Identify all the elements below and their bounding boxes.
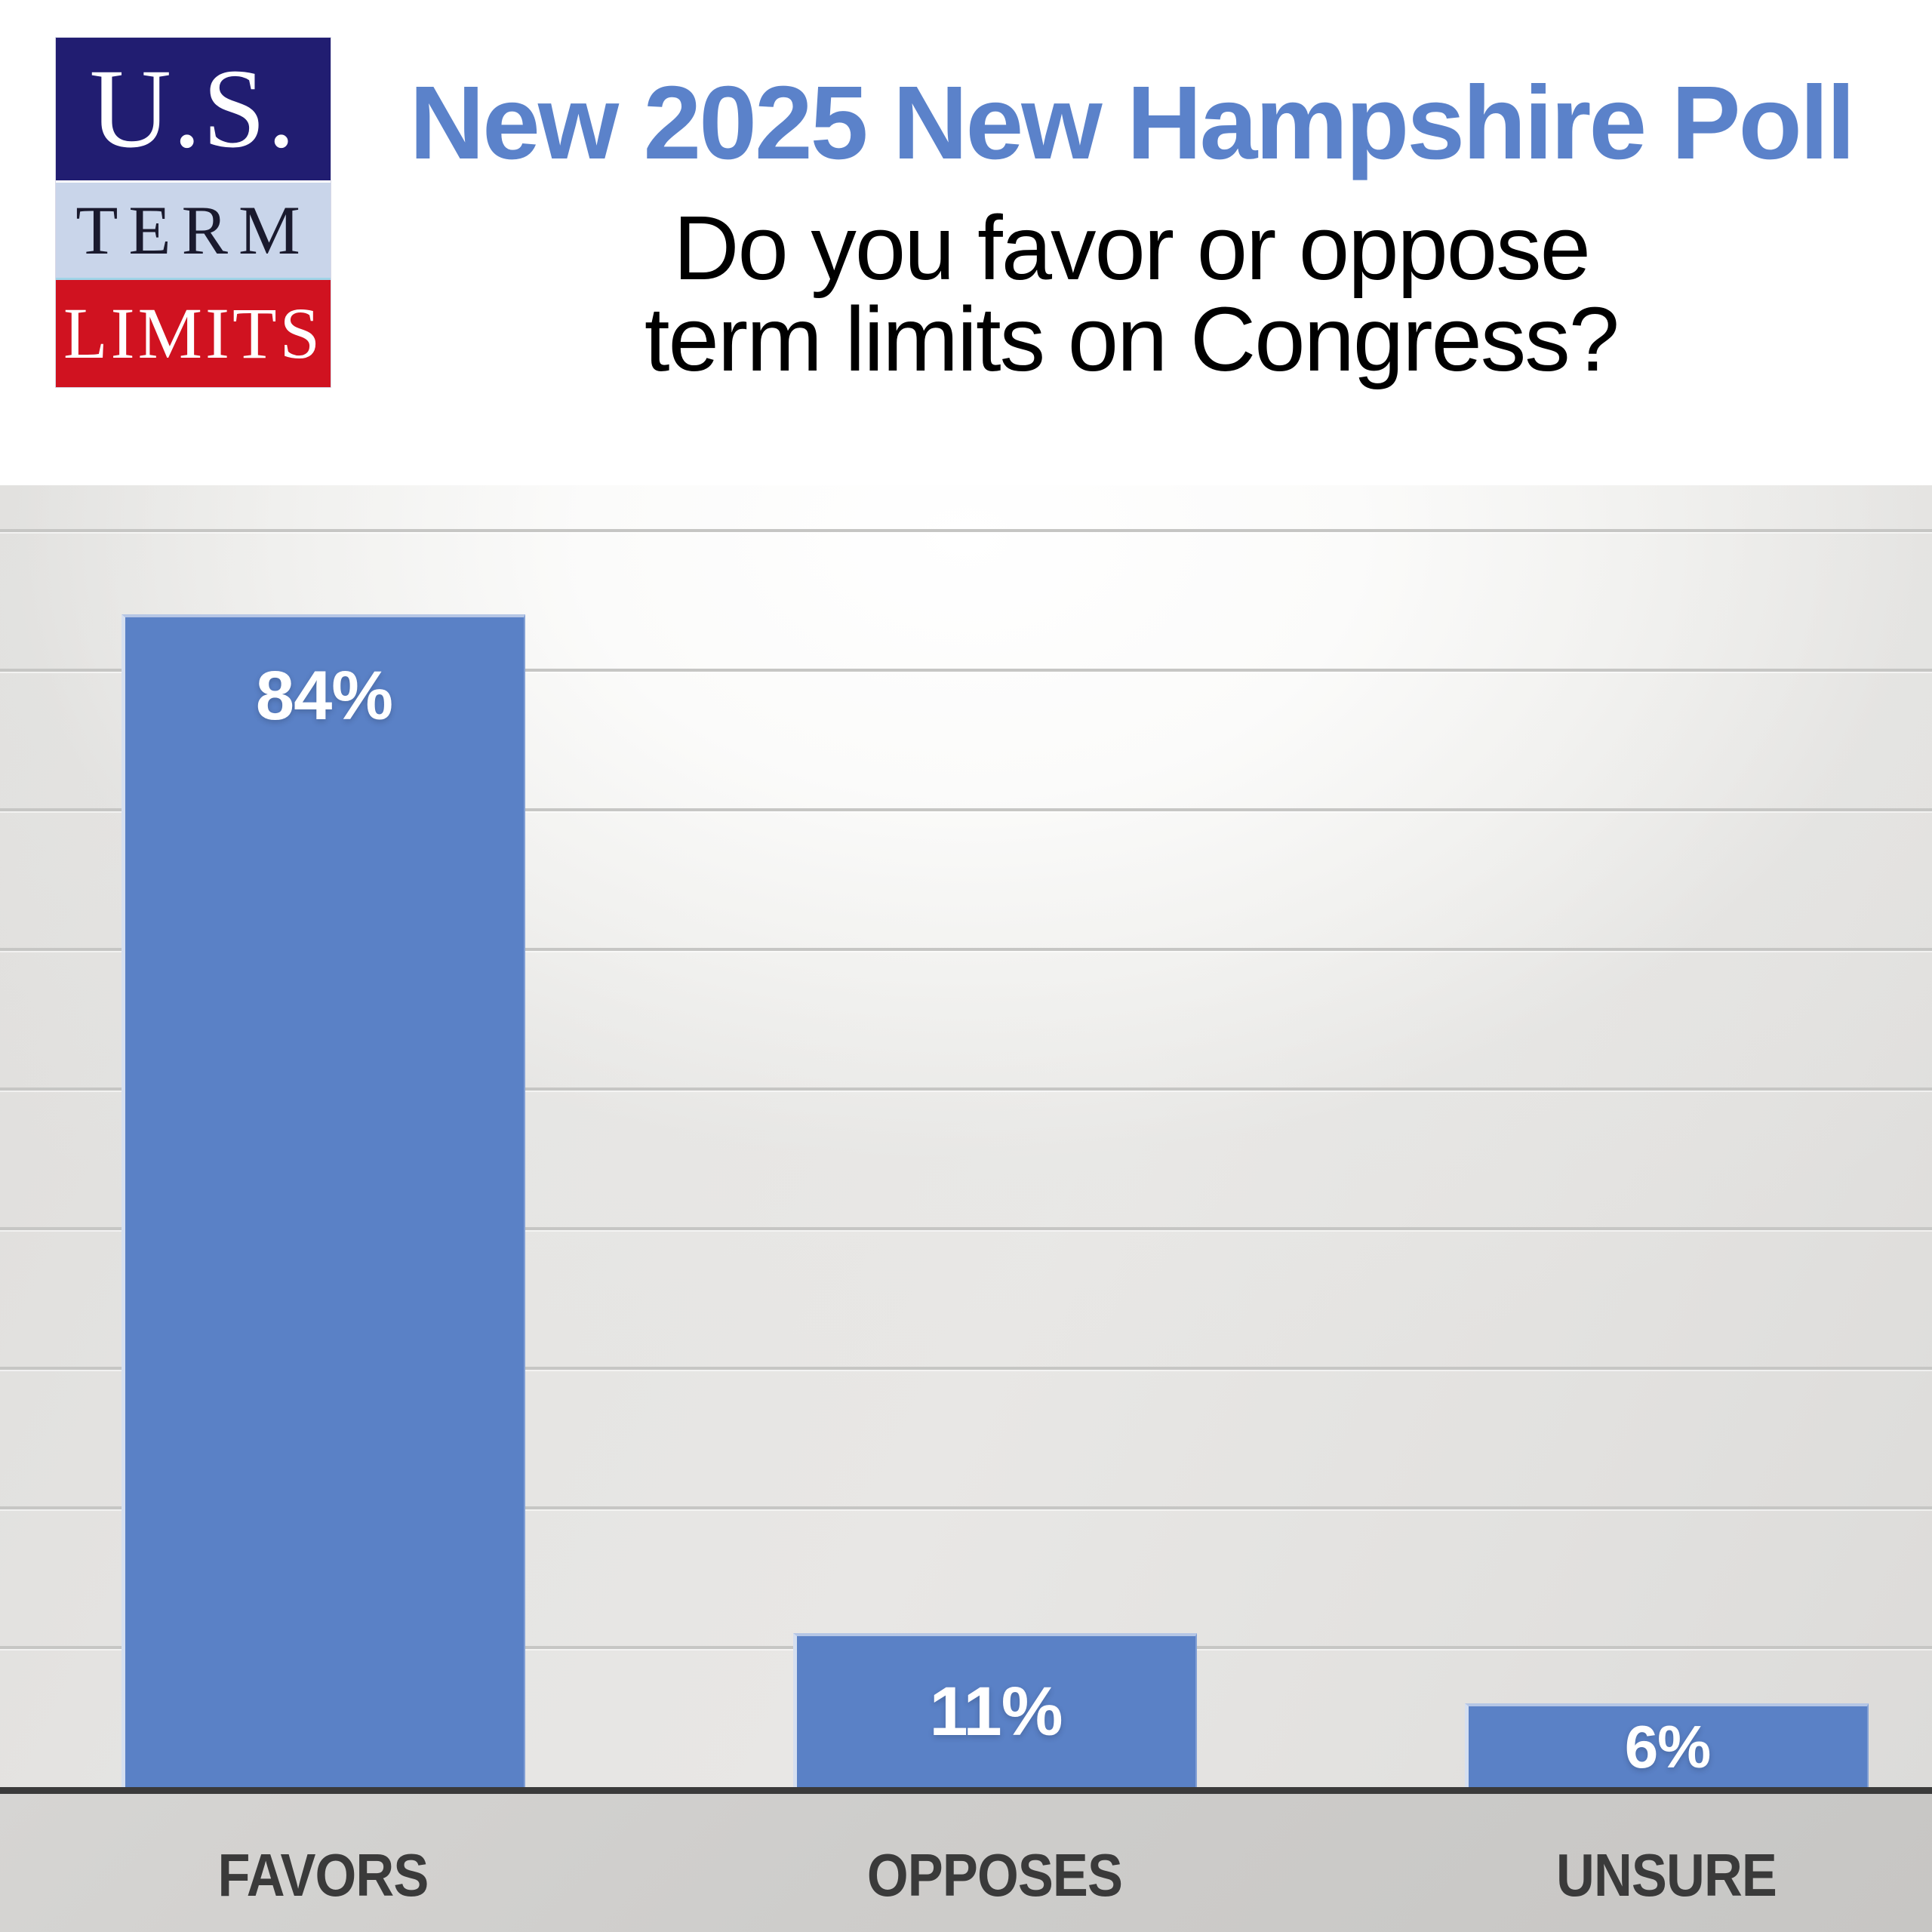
page-title: New 2025 New Hampshire Poll bbox=[409, 65, 1855, 181]
gridline-90-percent bbox=[0, 529, 1932, 532]
header: U.S. TERM LIMITS New 2025 New Hampshire … bbox=[0, 0, 1932, 485]
logo-text-term: TERM bbox=[75, 191, 311, 269]
logo-band-term: TERM bbox=[56, 180, 331, 280]
header-text: New 2025 New Hampshire Poll Do you favor… bbox=[331, 0, 1932, 385]
gridline-60-percent bbox=[0, 948, 1932, 951]
logo-text-limits: LIMITS bbox=[63, 293, 323, 374]
bar-favors: 84% bbox=[121, 614, 525, 1787]
gridline-80-percent bbox=[0, 669, 1932, 672]
logo-text-us: U.S. bbox=[89, 46, 297, 172]
plot-area: 84% 11% 6% bbox=[0, 485, 1932, 1787]
bar-opposes-value-label: 11% bbox=[929, 1672, 1063, 1750]
x-axis-line bbox=[0, 1787, 1932, 1794]
bar-unsure: 6% bbox=[1464, 1703, 1869, 1787]
bar-favors-value-label: 84% bbox=[255, 657, 393, 734]
gridline-40-percent bbox=[0, 1227, 1932, 1230]
gridline-20-percent bbox=[0, 1506, 1932, 1509]
logo-band-limits: LIMITS bbox=[56, 279, 331, 387]
poll-question-line-1: Do you favor or oppose bbox=[673, 195, 1591, 299]
category-label-favors: FAVORS bbox=[217, 1841, 429, 1909]
logo-band-us: U.S. bbox=[56, 38, 331, 180]
category-label-strip: FAVORS OPPOSES UNSURE bbox=[0, 1794, 1932, 1932]
poll-question-line-2: term limits on Congress? bbox=[644, 287, 1620, 390]
us-term-limits-logo: U.S. TERM LIMITS bbox=[56, 38, 331, 387]
gridline-30-percent bbox=[0, 1367, 1932, 1370]
bar-unsure-value-label: 6% bbox=[1624, 1712, 1712, 1780]
bar-chart: 84% 11% 6% FAVORS OPPOSES UNSURE bbox=[0, 485, 1932, 1932]
gridline-70-percent bbox=[0, 808, 1932, 811]
poll-question: Do you favor or oppose term limits on Co… bbox=[331, 202, 1932, 385]
category-label-opposes: OPPOSES bbox=[866, 1841, 1123, 1909]
category-label-unsure: UNSURE bbox=[1556, 1841, 1777, 1909]
gridline-50-percent bbox=[0, 1088, 1932, 1091]
bar-opposes: 11% bbox=[792, 1633, 1197, 1787]
